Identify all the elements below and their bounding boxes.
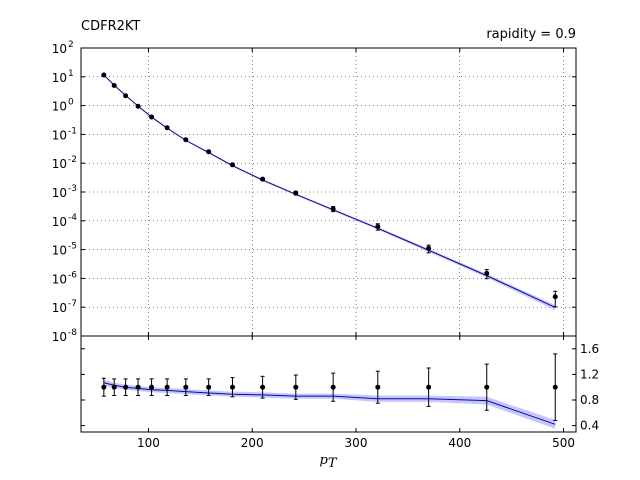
ratio-panel-ticks: 100 200 300 400 500 0.4 0.8 1.2 1.6 — [81, 336, 599, 450]
ratio-data-point — [135, 384, 141, 390]
x-tick-label: 300 — [345, 436, 368, 450]
ratio-theory-band — [103, 379, 556, 429]
ratio-y-tick-label: 0.4 — [580, 419, 599, 433]
ratio-theory-line — [103, 382, 556, 425]
x-tick-label: 100 — [137, 436, 160, 450]
x-tick-label: 400 — [448, 436, 471, 450]
ratio-theory-band — [103, 379, 556, 429]
data-point — [426, 245, 432, 251]
ratio-data-point — [101, 384, 107, 390]
ratio-data-point — [164, 384, 170, 390]
x-tick-label: 200 — [241, 436, 264, 450]
ratio-data-point — [552, 384, 558, 390]
data-point — [101, 72, 107, 78]
data-point — [164, 125, 170, 131]
data-point — [123, 93, 129, 99]
ratio-data-point — [149, 384, 155, 390]
x-tick-label: 500 — [552, 436, 575, 450]
ratio-data-point — [260, 384, 266, 390]
data-point — [135, 103, 141, 109]
ratio-data-point — [183, 384, 189, 390]
ratio-data-point — [123, 384, 129, 390]
data-point — [260, 176, 266, 182]
x-axis-label: pT — [320, 453, 338, 471]
ratio-data-point — [111, 384, 117, 390]
ratio-data-point — [375, 384, 381, 390]
data-point — [183, 137, 189, 143]
data-point — [206, 149, 212, 155]
ratio-y-tick-label: 1.6 — [580, 342, 599, 356]
chart-title-left: CDFR2KT — [81, 19, 140, 34]
data-point — [375, 224, 381, 230]
data-point — [230, 162, 236, 168]
top-data-points — [101, 72, 558, 308]
data-point — [552, 294, 558, 300]
data-point — [293, 190, 299, 196]
data-point — [330, 206, 336, 212]
ratio-data-point — [293, 384, 299, 390]
ratio-theory-line — [103, 382, 556, 425]
data-point — [149, 114, 155, 120]
theory-line — [103, 74, 556, 308]
top-theory-line — [103, 74, 556, 308]
data-point — [111, 82, 117, 88]
ratio-panel-frame — [80, 335, 577, 433]
ratio-data-points — [101, 353, 558, 421]
ratio-data-point — [484, 384, 490, 390]
ratio-data-point — [206, 384, 212, 390]
ratio-data-point — [330, 384, 336, 390]
data-point — [484, 270, 490, 276]
chart-title-right: rapidity = 0.9 — [486, 27, 576, 42]
ratio-y-tick-label: 0.8 — [580, 393, 599, 407]
ratio-y-tick-label: 1.2 — [580, 367, 599, 381]
ratio-data-point — [426, 384, 432, 390]
ratio-data-point — [230, 384, 236, 390]
